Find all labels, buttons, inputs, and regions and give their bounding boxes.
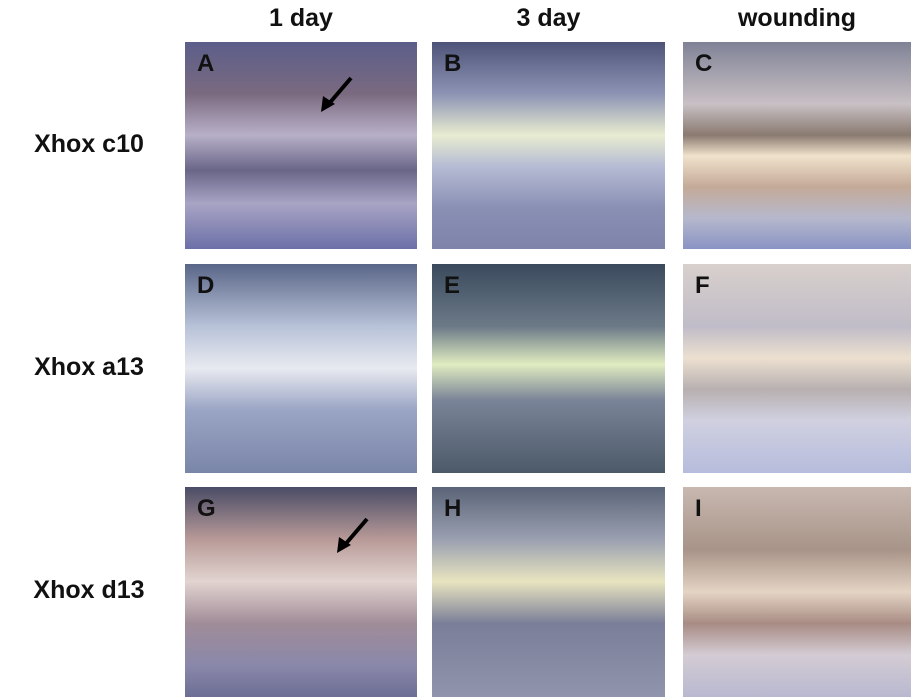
panel-letter: F <box>695 272 710 299</box>
panel-letter: G <box>197 495 216 522</box>
panel-letter: A <box>197 50 215 77</box>
panel-letter: I <box>695 495 702 522</box>
arrow <box>321 76 353 112</box>
panel-letter: H <box>444 495 462 522</box>
micrograph-panel: G <box>185 487 417 697</box>
micrograph-panel: F <box>683 264 911 473</box>
micrograph-panel: B <box>432 42 665 249</box>
row-label: Xhox a13 <box>34 352 144 381</box>
column-header: 1 day <box>269 4 333 32</box>
micrograph-panel: C <box>683 42 911 249</box>
row-label: Xhox c10 <box>34 129 144 158</box>
panel-letter: D <box>197 272 215 299</box>
micrograph-panel: I <box>683 487 911 697</box>
micrograph-panel: E <box>432 264 665 473</box>
column-header: 3 day <box>516 4 581 32</box>
panel-letter: E <box>444 272 461 299</box>
micrograph-panel: D <box>185 264 417 473</box>
micrograph-panel: H <box>432 487 665 697</box>
micrograph-panel: A <box>185 42 417 249</box>
column-header: wounding <box>737 4 857 32</box>
arrow <box>337 517 369 553</box>
panel-letter: C <box>695 50 713 77</box>
panel-letter: B <box>444 50 462 77</box>
row-label: Xhox d13 <box>33 576 145 604</box>
